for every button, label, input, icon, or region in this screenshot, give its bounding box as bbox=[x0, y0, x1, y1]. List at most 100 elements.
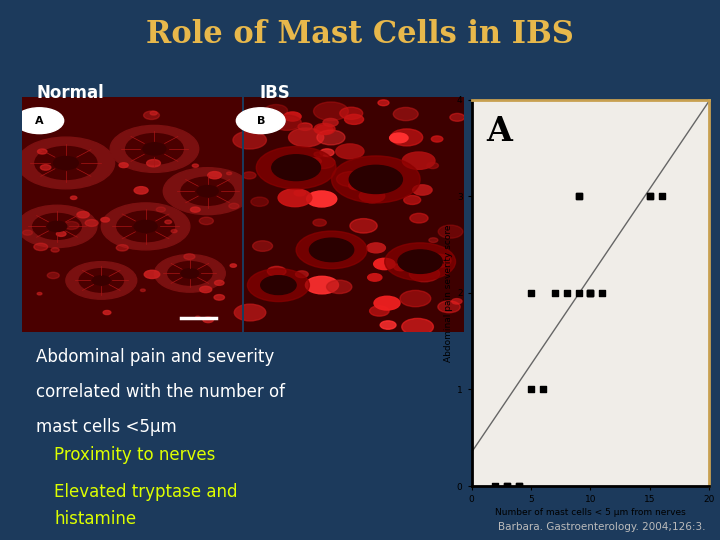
Point bbox=[537, 385, 549, 394]
Circle shape bbox=[199, 217, 213, 225]
Text: Elevated tryptase and: Elevated tryptase and bbox=[54, 483, 238, 501]
Circle shape bbox=[234, 304, 266, 321]
Circle shape bbox=[374, 258, 395, 269]
Circle shape bbox=[229, 203, 239, 208]
Circle shape bbox=[60, 158, 69, 163]
Circle shape bbox=[350, 219, 377, 233]
Text: Abdominal pain and severity: Abdominal pain and severity bbox=[36, 348, 274, 366]
Point bbox=[501, 482, 513, 490]
Text: IBS: IBS bbox=[259, 84, 290, 102]
Text: Role of Mast Cells in IBS: Role of Mast Cells in IBS bbox=[146, 19, 574, 50]
Circle shape bbox=[349, 165, 402, 193]
Circle shape bbox=[366, 243, 385, 253]
Circle shape bbox=[154, 254, 225, 292]
Circle shape bbox=[230, 264, 236, 267]
Circle shape bbox=[143, 111, 159, 119]
Point bbox=[597, 288, 608, 297]
Circle shape bbox=[147, 159, 161, 167]
Circle shape bbox=[267, 266, 286, 276]
Circle shape bbox=[327, 280, 352, 294]
Circle shape bbox=[409, 266, 440, 282]
Circle shape bbox=[314, 124, 335, 134]
Circle shape bbox=[369, 306, 389, 316]
Circle shape bbox=[451, 299, 462, 304]
Circle shape bbox=[227, 172, 232, 175]
Circle shape bbox=[278, 189, 312, 207]
Circle shape bbox=[233, 131, 266, 149]
Circle shape bbox=[214, 295, 225, 300]
Circle shape bbox=[203, 317, 213, 322]
Point bbox=[656, 192, 667, 201]
Text: histamine: histamine bbox=[54, 510, 136, 528]
Circle shape bbox=[215, 280, 224, 285]
Circle shape bbox=[289, 128, 324, 147]
Circle shape bbox=[85, 220, 98, 226]
Circle shape bbox=[37, 293, 42, 295]
Circle shape bbox=[77, 212, 89, 218]
Point bbox=[490, 482, 501, 490]
Point bbox=[513, 482, 525, 490]
Circle shape bbox=[313, 219, 326, 226]
Point bbox=[526, 385, 537, 394]
Circle shape bbox=[163, 167, 252, 214]
Circle shape bbox=[66, 261, 137, 299]
Circle shape bbox=[450, 113, 464, 122]
Circle shape bbox=[126, 133, 183, 164]
Circle shape bbox=[181, 177, 234, 205]
Point bbox=[644, 192, 656, 201]
Bar bbox=[242, 97, 244, 332]
Circle shape bbox=[15, 108, 63, 133]
Circle shape bbox=[374, 296, 400, 310]
Circle shape bbox=[261, 276, 296, 294]
Circle shape bbox=[384, 243, 456, 280]
Circle shape bbox=[103, 310, 111, 315]
Circle shape bbox=[192, 164, 199, 167]
Circle shape bbox=[298, 123, 312, 131]
Circle shape bbox=[295, 271, 308, 278]
Circle shape bbox=[56, 231, 66, 237]
Circle shape bbox=[17, 137, 114, 189]
Text: A: A bbox=[35, 116, 44, 126]
Circle shape bbox=[345, 114, 364, 124]
Text: B: B bbox=[256, 116, 265, 126]
Circle shape bbox=[317, 130, 345, 145]
Circle shape bbox=[37, 149, 47, 154]
Point bbox=[585, 288, 596, 297]
Circle shape bbox=[348, 181, 364, 190]
Circle shape bbox=[336, 144, 364, 159]
Circle shape bbox=[40, 165, 51, 170]
Circle shape bbox=[64, 221, 79, 229]
Circle shape bbox=[398, 250, 442, 273]
Circle shape bbox=[199, 286, 212, 293]
Circle shape bbox=[197, 186, 218, 197]
Circle shape bbox=[156, 207, 166, 212]
Circle shape bbox=[313, 102, 348, 120]
Circle shape bbox=[195, 316, 200, 319]
Circle shape bbox=[32, 213, 81, 239]
Circle shape bbox=[307, 191, 337, 207]
Circle shape bbox=[102, 203, 190, 250]
Text: mast cells <5μm: mast cells <5μm bbox=[36, 418, 176, 436]
Circle shape bbox=[251, 197, 269, 206]
Circle shape bbox=[48, 272, 59, 279]
Circle shape bbox=[150, 111, 157, 115]
Circle shape bbox=[140, 289, 145, 292]
Circle shape bbox=[17, 205, 97, 247]
Bar bbox=[243, 97, 464, 332]
Circle shape bbox=[294, 190, 305, 196]
Circle shape bbox=[134, 187, 148, 194]
Point bbox=[549, 288, 560, 297]
Circle shape bbox=[305, 276, 338, 294]
Circle shape bbox=[308, 158, 321, 165]
Circle shape bbox=[380, 321, 396, 329]
Point bbox=[561, 288, 572, 297]
Circle shape bbox=[31, 128, 38, 132]
Point bbox=[644, 192, 656, 201]
Point bbox=[501, 482, 513, 490]
Circle shape bbox=[165, 220, 171, 224]
Circle shape bbox=[265, 105, 287, 117]
Circle shape bbox=[271, 155, 320, 180]
Circle shape bbox=[332, 156, 420, 203]
Circle shape bbox=[51, 248, 59, 252]
Circle shape bbox=[391, 129, 423, 146]
